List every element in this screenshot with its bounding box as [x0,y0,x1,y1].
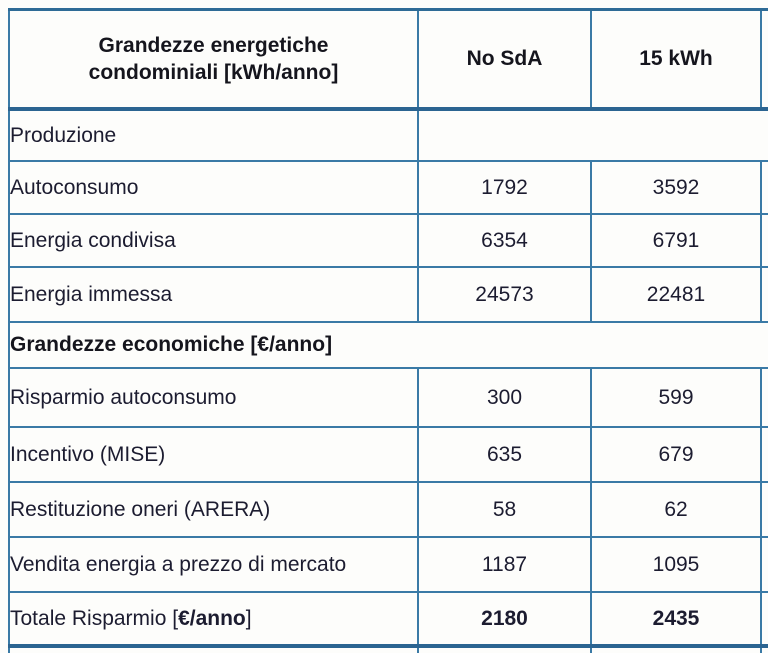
cutoff-row-cell-2 [590,645,762,653]
row-label-totale-risparmio: Totale Risparmio [€/anno] [8,591,419,648]
row-label-produzione: Produzione [8,108,419,162]
value-incentivo-no-sda: 635 [417,426,592,483]
row-label-incentivo-mise: Incentivo (MISE) [8,426,419,483]
header-label-grandezze-energetiche: Grandezze energetiche condominiali [kWh/… [88,33,339,84]
value-risparmio-15kwh: 599 [590,367,762,428]
row-label-risparmio-autoconsumo: Risparmio autoconsumo [8,367,419,428]
value-autoconsumo-cutoff [760,160,768,215]
table-row-vendita-energia: Vendita energia a prezzo di mercato 1187… [8,536,768,593]
value-condivisa-15kwh: 6791 [590,213,762,268]
totale-label-prefix: Totale Risparmio [ [10,606,179,630]
totale-label-suffix: ] [245,606,252,630]
cutoff-row-label-cell [8,645,419,653]
header-cell-cutoff-column [760,8,768,111]
table-row-autoconsumo: Autoconsumo 1792 3592 [8,160,768,215]
value-totale-cutoff [760,591,768,648]
table-row-produzione: Produzione [8,108,768,162]
row-label-energia-immessa: Energia immessa [8,266,419,323]
value-immessa-no-sda: 24573 [417,266,592,323]
table-header-row: Grandezze energetiche condominiali [kWh/… [8,8,768,111]
value-totale-no-sda: 2180 [417,591,592,648]
value-totale-15kwh: 2435 [590,591,762,648]
table-row-risparmio-autoconsumo: Risparmio autoconsumo 300 599 [8,367,768,428]
value-incentivo-15kwh: 679 [590,426,762,483]
value-immessa-15kwh: 22481 [590,266,762,323]
value-risparmio-no-sda: 300 [417,367,592,428]
energy-economics-table: Grandezze energetiche condominiali [kWh/… [8,8,768,653]
value-restituzione-no-sda: 58 [417,481,592,538]
section-label-grandezze-economiche: Grandezze economiche [€/anno] [8,321,768,369]
header-label-15kwh: 15 kWh [639,47,713,70]
cutoff-row-cell-1 [417,645,592,653]
table-section-row-grandezze-economiche: Grandezze economiche [€/anno] [8,321,768,369]
table-row-cutoff-bottom [8,645,768,653]
value-incentivo-cutoff [760,426,768,483]
value-vendita-no-sda: 1187 [417,536,592,593]
value-vendita-15kwh: 1095 [590,536,762,593]
value-vendita-cutoff [760,536,768,593]
value-restituzione-cutoff [760,481,768,538]
value-restituzione-15kwh: 62 [590,481,762,538]
row-values-produzione-empty [417,108,768,162]
value-risparmio-cutoff [760,367,768,428]
header-label-no-sda: No SdA [466,47,543,70]
value-condivisa-no-sda: 6354 [417,213,592,268]
header-cell-15kwh: 15 kWh [590,8,762,111]
row-label-restituzione-oneri: Restituzione oneri (ARERA) [8,481,419,538]
table-row-energia-immessa: Energia immessa 24573 22481 [8,266,768,323]
row-label-energia-condivisa: Energia condivisa [8,213,419,268]
totale-label-unit: €/anno [178,606,246,630]
row-label-vendita-energia: Vendita energia a prezzo di mercato [8,536,419,593]
table-row-incentivo-mise: Incentivo (MISE) 635 679 [8,426,768,483]
table-row-restituzione-oneri: Restituzione oneri (ARERA) 58 62 [8,481,768,538]
cutoff-row-cell-3 [760,645,768,653]
row-label-autoconsumo: Autoconsumo [8,160,419,215]
header-cell-grandezze-energetiche: Grandezze energetiche condominiali [kWh/… [8,8,419,111]
value-autoconsumo-15kwh: 3592 [590,160,762,215]
value-autoconsumo-no-sda: 1792 [417,160,592,215]
value-condivisa-cutoff [760,213,768,268]
value-immessa-cutoff [760,266,768,323]
table-row-totale-risparmio: Totale Risparmio [€/anno] 2180 2435 [8,591,768,648]
table-row-energia-condivisa: Energia condivisa 6354 6791 [8,213,768,268]
header-cell-no-sda: No SdA [417,8,592,111]
